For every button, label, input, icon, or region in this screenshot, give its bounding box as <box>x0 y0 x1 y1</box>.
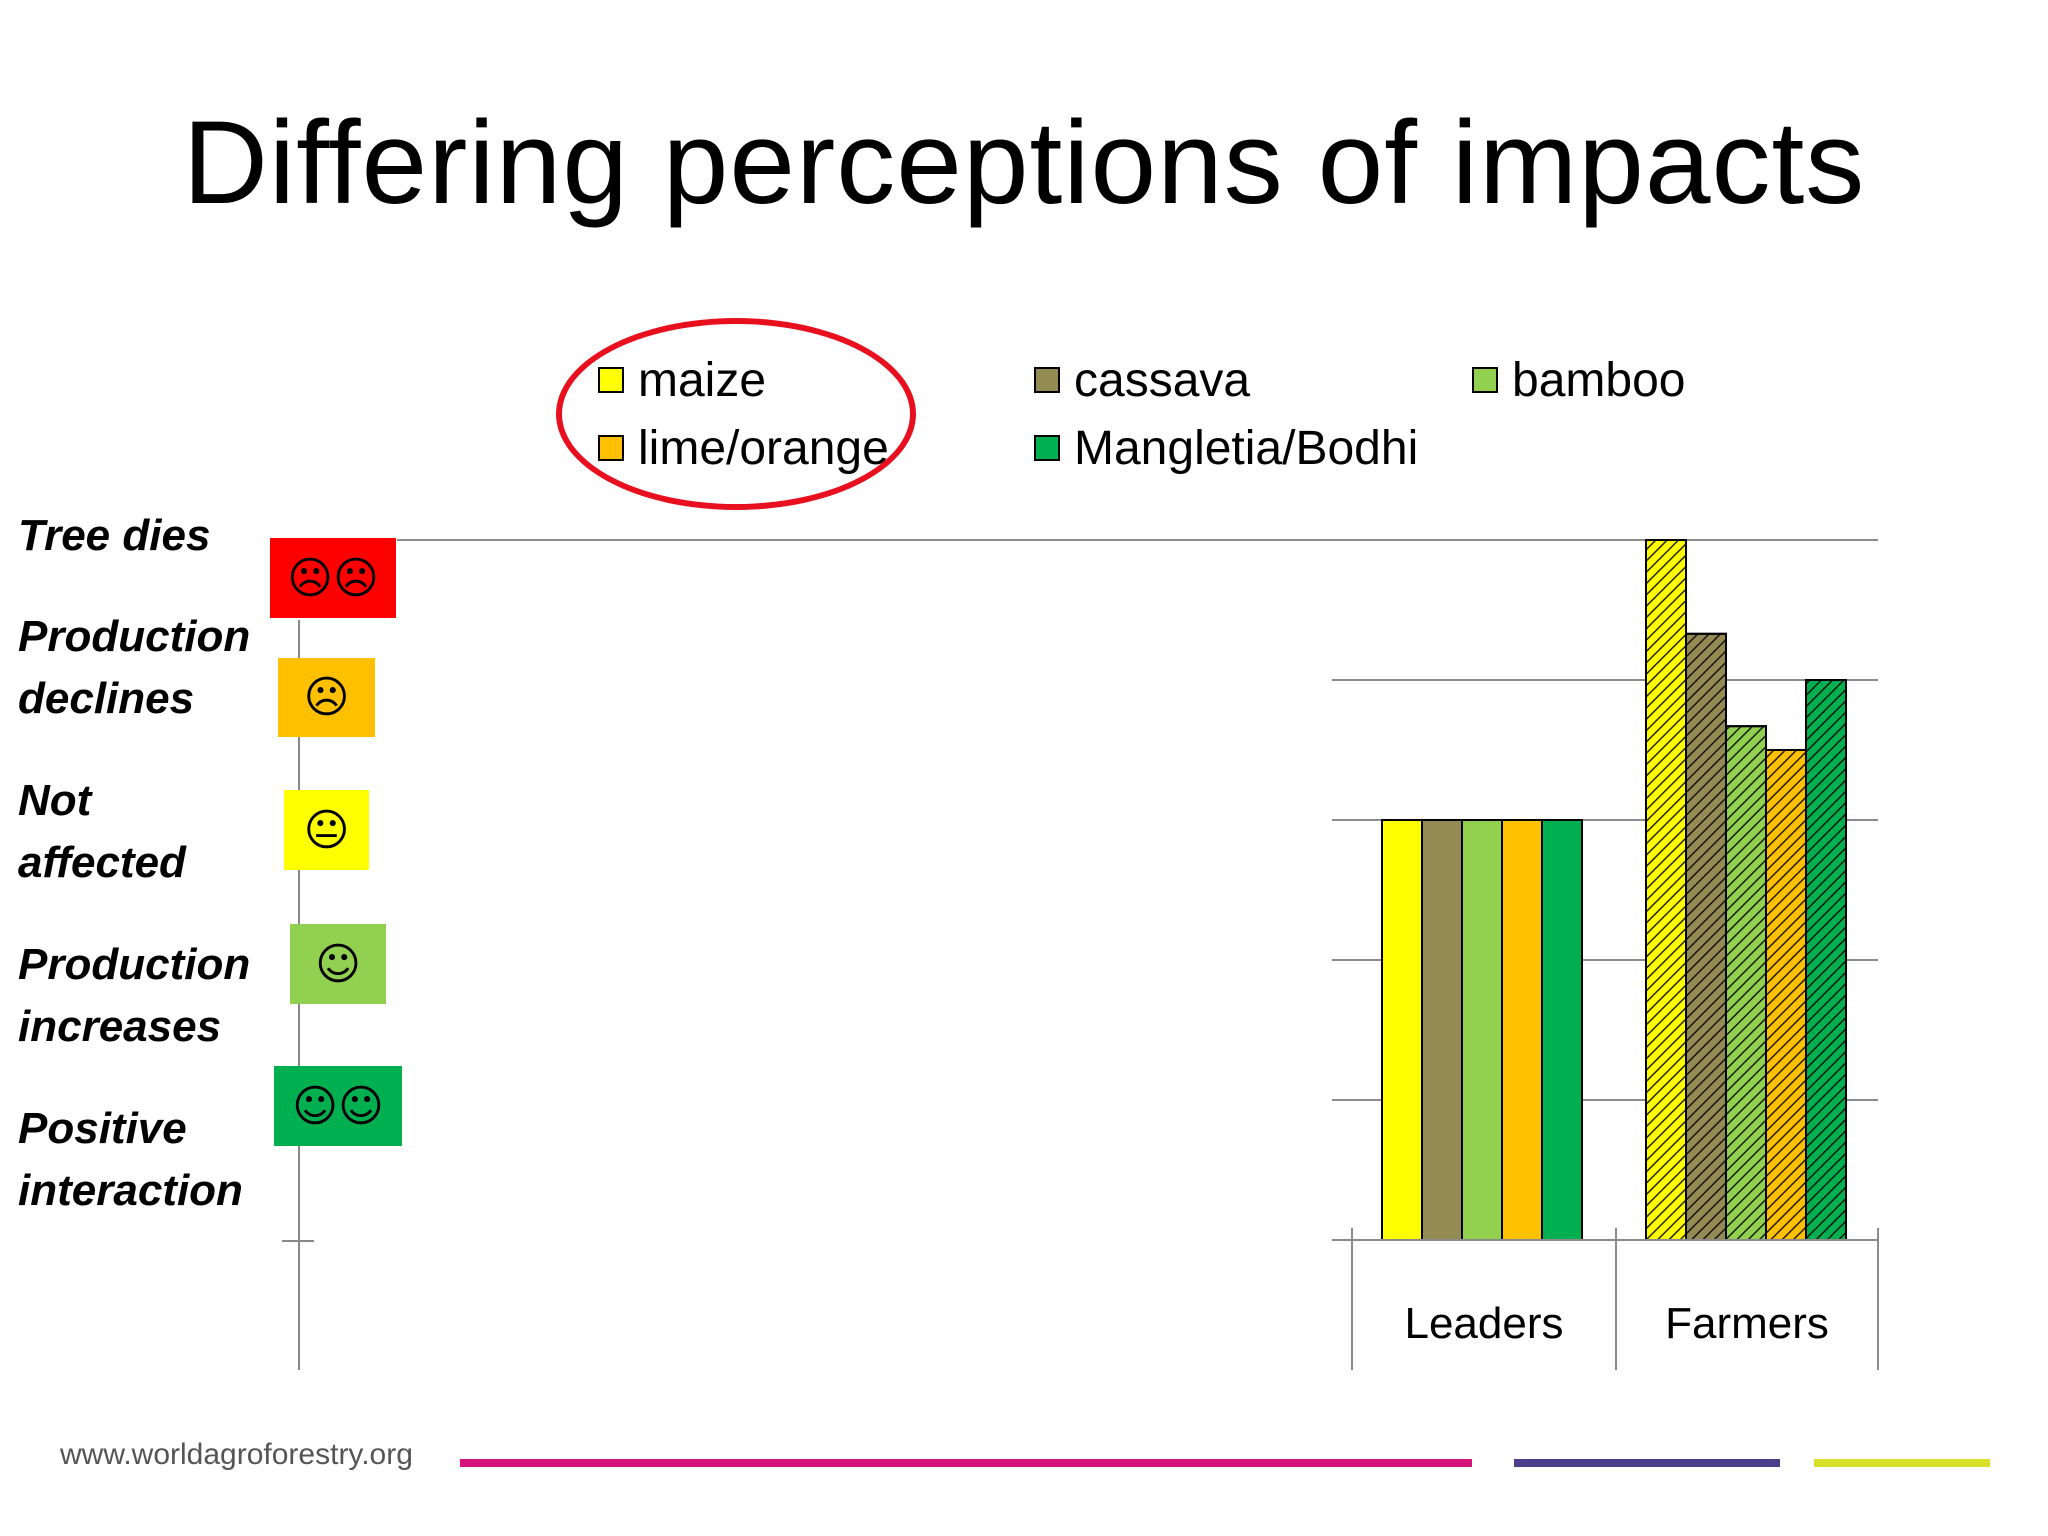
legend-item-cassava: cassava <box>1034 350 1250 410</box>
legend-item-mangletia: Mangletia/Bodhi <box>1034 418 1418 478</box>
scale-label-not-affected: Not affected <box>18 776 186 887</box>
bar-leaders-cassava <box>1421 819 1463 1241</box>
bar-leaders-bamboo <box>1461 819 1503 1241</box>
scale-box-production-declines: ☹ <box>278 658 375 737</box>
scale-axis-tick <box>282 1240 314 1242</box>
scale-label-positive-interaction: Positive interaction <box>18 1104 243 1215</box>
bar-hatch-farmers-maize <box>1645 539 1687 1241</box>
footer-bar-lime <box>1814 1459 1990 1467</box>
scale-label-tree-dies: Tree dies <box>18 511 211 560</box>
bar-hatch-farmers-cassava <box>1685 632 1727 1241</box>
bar-hatch-farmers-bamboo <box>1725 725 1767 1241</box>
scale-box-tree-dies: ☹☹ <box>270 538 396 618</box>
bar-leaders-maize <box>1381 819 1423 1241</box>
legend-label-mangletia: Mangletia/Bodhi <box>1074 421 1419 475</box>
footer-bar-purple <box>1514 1459 1780 1467</box>
legend-label-cassava: cassava <box>1074 353 1251 407</box>
slide-title: Differing perceptions of impacts <box>182 97 1866 229</box>
bar-leaders-lime-orange <box>1501 819 1543 1241</box>
legend-swatch-cassava <box>1034 367 1060 393</box>
scale-box-positive-interaction: ☺☺ <box>274 1066 402 1146</box>
bar-hatch-farmers-lime-orange <box>1765 749 1807 1241</box>
scale-label-production-increases: Production increases <box>18 940 251 1051</box>
bar-hatch-farmers-mangletia-bodhi <box>1805 679 1847 1241</box>
footer-bar-magenta <box>460 1459 1472 1467</box>
scale-label-production-declines: Production declines <box>18 612 251 723</box>
legend-label-bamboo: bamboo <box>1512 353 1686 407</box>
x-tick-label-leaders: Leaders <box>1404 1299 1563 1348</box>
legend-swatch-mangletia <box>1034 435 1060 461</box>
legend-swatch-bamboo <box>1472 367 1498 393</box>
scale-box-not-affected: 😐 <box>284 790 369 870</box>
x-tick-label-farmers: Farmers <box>1665 1299 1829 1348</box>
footer-url: www.worldagroforestry.org <box>60 1438 413 1471</box>
legend-item-bamboo: bamboo <box>1472 350 1685 410</box>
bar-leaders-mangletia-bodhi <box>1541 819 1583 1241</box>
scale-box-production-increases: ☺ <box>290 924 386 1004</box>
highlight-ring <box>556 318 916 510</box>
